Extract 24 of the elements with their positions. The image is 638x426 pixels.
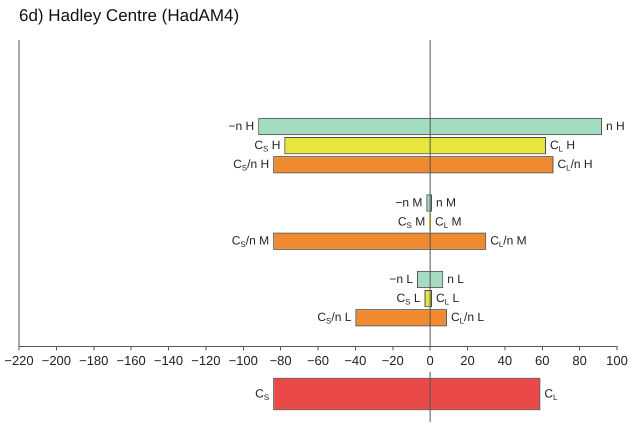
x-tick-label: −160 [116,352,146,368]
x-tick-label: −120 [191,352,221,368]
annotation: −n L [389,272,414,286]
annotation: n L [447,272,464,286]
x-tick-label: −100 [228,352,258,368]
x-tick-label: −220 [4,352,34,368]
x-tick-label: 40 [498,352,512,368]
x-tick-label: −80 [270,352,292,368]
x-tick-label: −180 [79,352,108,368]
x-tick-label: −140 [154,352,184,368]
chart-title: 6d) Hadley Centre (HadAM4) [19,6,240,25]
x-tick-label: 20 [460,352,475,368]
annotation: −n M [395,195,422,210]
x-tick-label: −20 [382,352,404,368]
x-tick-label: −60 [306,352,330,368]
x-tick-label: 0 [426,352,434,368]
x-tick-label: −40 [344,352,366,368]
x-tick-label: 60 [535,352,550,368]
annotation: n M [436,195,456,210]
x-tick-label: 80 [572,352,587,368]
x-tick-label: 100 [606,352,628,368]
annotation: n H [606,118,625,133]
annotation: −n H [228,118,254,133]
x-tick-label: −200 [42,352,72,368]
